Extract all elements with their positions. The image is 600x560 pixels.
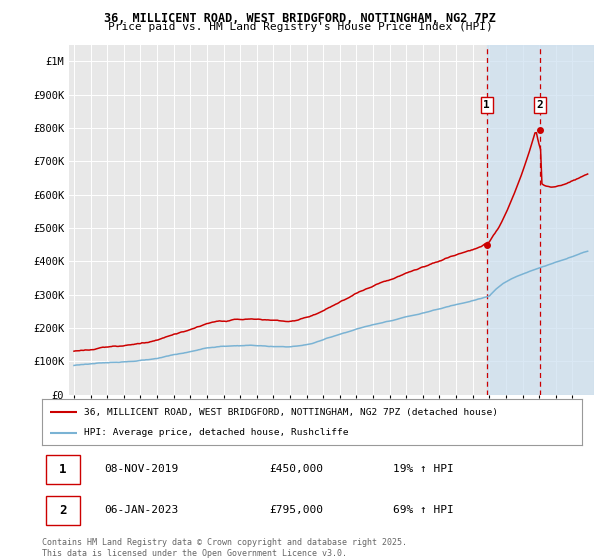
Text: 2: 2 xyxy=(59,503,67,517)
Bar xyxy=(487,45,540,395)
FancyBboxPatch shape xyxy=(46,496,80,525)
Text: £450,000: £450,000 xyxy=(269,464,323,474)
Text: 19% ↑ HPI: 19% ↑ HPI xyxy=(393,464,454,474)
Text: £795,000: £795,000 xyxy=(269,505,323,515)
Text: 36, MILLICENT ROAD, WEST BRIDGFORD, NOTTINGHAM, NG2 7PZ (detached house): 36, MILLICENT ROAD, WEST BRIDGFORD, NOTT… xyxy=(84,408,498,417)
Text: 08-NOV-2019: 08-NOV-2019 xyxy=(104,464,178,474)
Text: Price paid vs. HM Land Registry's House Price Index (HPI): Price paid vs. HM Land Registry's House … xyxy=(107,22,493,32)
Text: 36, MILLICENT ROAD, WEST BRIDGFORD, NOTTINGHAM, NG2 7PZ: 36, MILLICENT ROAD, WEST BRIDGFORD, NOTT… xyxy=(104,12,496,25)
Text: 1: 1 xyxy=(484,100,490,110)
Bar xyxy=(540,45,594,395)
Text: Contains HM Land Registry data © Crown copyright and database right 2025.
This d: Contains HM Land Registry data © Crown c… xyxy=(42,538,407,558)
Text: 69% ↑ HPI: 69% ↑ HPI xyxy=(393,505,454,515)
FancyBboxPatch shape xyxy=(46,455,80,484)
Text: 2: 2 xyxy=(536,100,544,110)
Text: 06-JAN-2023: 06-JAN-2023 xyxy=(104,505,178,515)
Text: HPI: Average price, detached house, Rushcliffe: HPI: Average price, detached house, Rush… xyxy=(84,428,349,437)
Text: 1: 1 xyxy=(59,463,67,476)
